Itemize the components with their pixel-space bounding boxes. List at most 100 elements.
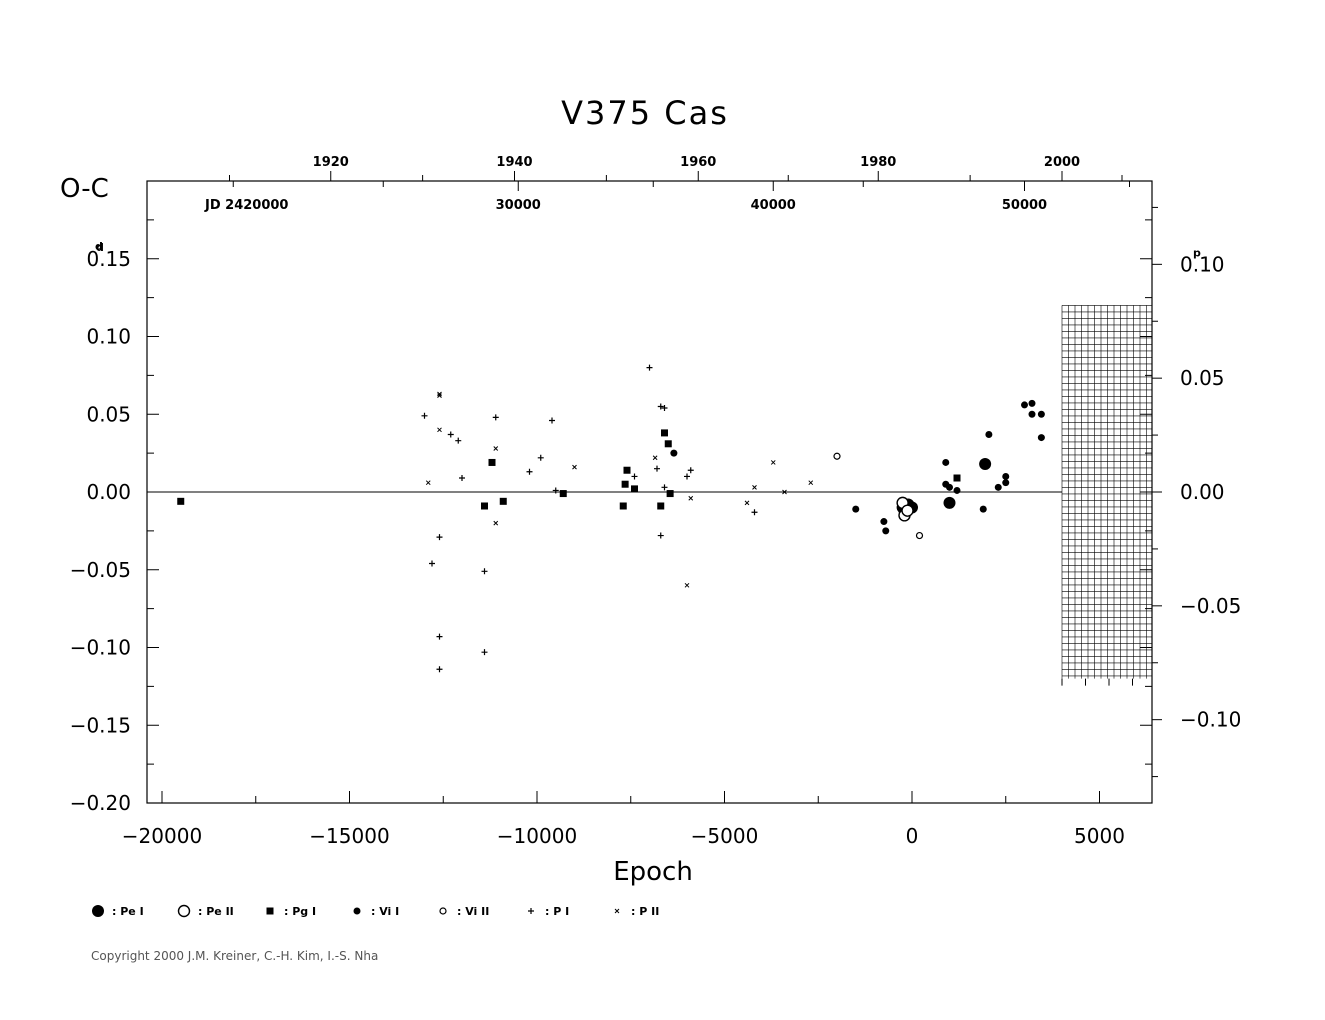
data-point — [631, 485, 638, 493]
data-point — [688, 495, 694, 501]
y-axis-label-text: O-C — [60, 174, 109, 204]
data-point — [526, 468, 533, 475]
data-point — [459, 475, 465, 482]
data-point — [880, 518, 888, 526]
x-tick-label: −15000 — [309, 824, 389, 848]
data-point — [455, 437, 462, 444]
data-point — [943, 496, 956, 509]
phase-tick-label: −0.05 — [1180, 594, 1241, 618]
data-point — [670, 449, 678, 457]
data-point — [953, 486, 961, 494]
data-point — [488, 458, 496, 466]
data-point — [499, 497, 507, 505]
data-point — [493, 520, 499, 526]
phase-tick-label: −0.10 — [1180, 708, 1241, 732]
data-point — [657, 532, 664, 539]
jd-prefix-label: JD 2420000 — [204, 198, 288, 213]
data-point — [537, 454, 544, 461]
data-point — [481, 649, 488, 656]
x-tick-label: 5000 — [1074, 824, 1125, 848]
data-point — [1028, 410, 1036, 418]
data-point — [782, 489, 787, 495]
data-point — [833, 452, 841, 460]
data-point — [915, 531, 924, 540]
data-point — [882, 527, 890, 535]
data-point — [687, 467, 694, 474]
legend-marker — [177, 904, 191, 918]
data-point — [654, 465, 660, 472]
data-point — [437, 427, 442, 433]
data-point — [481, 502, 488, 510]
data-point — [493, 446, 499, 451]
data-point — [942, 458, 950, 466]
data-point — [1037, 410, 1045, 418]
data-point — [631, 473, 638, 480]
data-point — [953, 474, 961, 482]
year-tick-label: 1960 — [680, 155, 716, 170]
legend-label: : Pe I — [112, 905, 144, 918]
phase-tick-label: 0.10 — [1180, 252, 1225, 276]
data-point — [664, 440, 672, 448]
year-tick-label: 1980 — [860, 155, 896, 170]
y-unit-superscript: d — [95, 240, 103, 253]
data-point — [751, 509, 758, 516]
data-point — [447, 431, 454, 438]
x-axis-label: Epoch — [613, 857, 693, 887]
data-point — [437, 391, 442, 397]
data-point — [661, 405, 668, 412]
legend-label: : P II — [631, 905, 659, 918]
x-tick-label: 0 — [906, 824, 919, 848]
data-point — [744, 500, 750, 506]
data-point — [657, 403, 664, 410]
data-point — [666, 490, 674, 498]
y-axis-label: O-C d — [60, 174, 109, 253]
axes-group: 0.15 0.10 0.05 0.00 −0.05 −0.10 −0.15 −0.20 d −20… — [70, 155, 1242, 848]
data-point — [425, 480, 431, 486]
legend-label: : Vi II — [457, 905, 489, 918]
data-point — [623, 466, 631, 474]
legend-label: : Pe II — [198, 905, 234, 918]
data-point — [621, 480, 629, 488]
legend-marker — [266, 907, 274, 915]
data-points — [177, 364, 1045, 673]
data-point — [684, 473, 690, 480]
data-point — [946, 483, 953, 491]
phase-unit-superscript: p — [1193, 246, 1201, 259]
jd-tick-label: 50000 — [1002, 198, 1047, 213]
data-point — [979, 505, 987, 513]
data-point — [437, 393, 442, 398]
data-point — [492, 414, 499, 421]
y-unit-superscript-label: d — [96, 241, 104, 254]
phase-tick-label: 0.00 — [1180, 480, 1225, 504]
x-tick-label: −10000 — [497, 824, 577, 848]
data-point — [436, 534, 443, 541]
copyright-text: Copyright 2000 J.M. Kreiner, C.-H. Kim, … — [91, 949, 378, 963]
data-point — [985, 430, 993, 438]
data-point — [1021, 401, 1028, 409]
year-tick-label: 2000 — [1044, 155, 1080, 170]
legend-label: : Pg I — [284, 905, 316, 918]
x-tick-label: −20000 — [122, 824, 202, 848]
data-point — [436, 633, 443, 640]
data-point — [572, 464, 577, 470]
data-point — [684, 582, 690, 588]
data-point — [752, 484, 757, 490]
data-point — [661, 484, 668, 491]
legend-marker — [92, 905, 104, 917]
data-point — [901, 504, 914, 517]
jd-tick-label: 40000 — [751, 198, 796, 213]
data-point — [770, 460, 776, 465]
data-point — [808, 480, 814, 486]
y-tick-label: 0.00 — [86, 480, 131, 504]
legend-marker — [439, 907, 447, 915]
y-tick-label: −0.15 — [70, 713, 131, 737]
data-point — [661, 429, 668, 437]
year-tick-label: 1920 — [313, 155, 349, 170]
jd-tick-label: 30000 — [496, 198, 541, 213]
legend-marker — [614, 908, 620, 914]
legend-label: : Vi I — [371, 905, 399, 918]
hatched-region — [1061, 305, 1152, 686]
data-point — [619, 502, 627, 510]
legend-label: : P I — [545, 905, 569, 918]
legend: : Pe I : Pe II : Pg I : Vi I : Vi II : P I : P… — [92, 904, 659, 918]
